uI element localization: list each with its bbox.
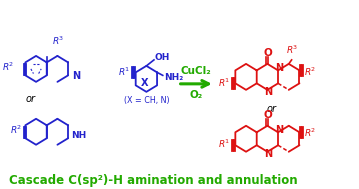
Text: NH: NH [71,131,87,140]
Text: $R^3$: $R^3$ [286,43,299,56]
Text: NH₂: NH₂ [164,73,183,82]
Text: CuCl₂: CuCl₂ [181,66,211,76]
Text: (X = CH, N): (X = CH, N) [123,96,169,105]
Text: $R^2$: $R^2$ [2,61,14,73]
Text: N: N [72,71,80,81]
Text: or: or [267,104,277,114]
Text: Cascade C(sp²)-H amination and annulation: Cascade C(sp²)-H amination and annulatio… [9,174,297,187]
Text: X: X [141,78,148,88]
Text: N: N [275,63,283,73]
Text: $R^2$: $R^2$ [10,124,23,136]
Text: O₂: O₂ [190,90,203,100]
Text: O: O [263,110,272,120]
Text: N: N [264,87,272,97]
Text: $R^1$: $R^1$ [117,65,130,77]
Text: $R^3$: $R^3$ [52,35,65,47]
Text: OH: OH [155,53,170,62]
Text: or: or [25,94,36,104]
Text: $R^2$: $R^2$ [304,127,317,139]
Text: O: O [263,48,272,58]
Text: N: N [264,149,272,159]
Text: $R^1$: $R^1$ [218,138,230,150]
Text: $R^1$: $R^1$ [218,76,230,89]
Text: N: N [275,125,283,135]
Text: $R^2$: $R^2$ [304,65,317,77]
